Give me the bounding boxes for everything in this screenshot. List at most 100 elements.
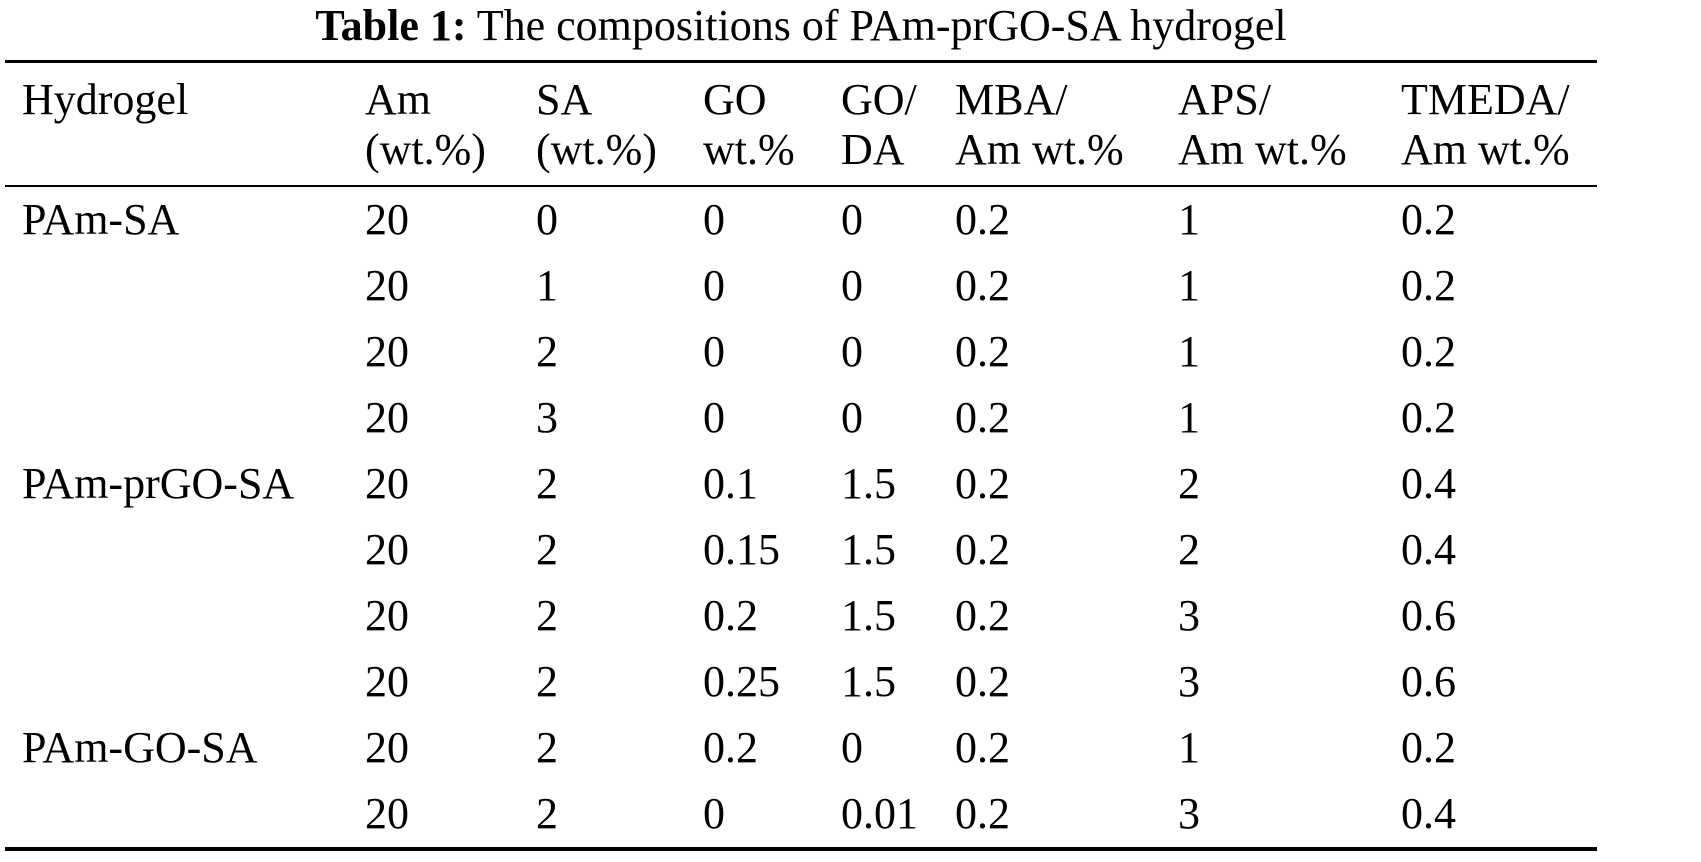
table-cell: 20	[365, 789, 409, 838]
table-row: PAm-GO-SA 20 2 0.2 0 0.2 1 0.2	[5, 715, 1597, 781]
header-line2: (wt.%)	[365, 125, 486, 174]
table-cell: 1	[1178, 327, 1200, 376]
table-cell: 1	[1178, 261, 1200, 310]
table-cell: 0.2	[955, 459, 1010, 508]
table-cell: 0.2	[955, 261, 1010, 310]
table-cell: 1.5	[841, 459, 896, 508]
hydrogel-name-cell	[5, 385, 365, 451]
table-row: 20 2 0.2 1.5 0.2 3 0.6	[5, 583, 1597, 649]
table-cell: 0.2	[1401, 393, 1456, 442]
table-cell: 20	[365, 591, 409, 640]
table-cell: 20	[365, 459, 409, 508]
table-cell: 0.2	[1401, 261, 1456, 310]
table-cell: 0.2	[955, 591, 1010, 640]
compositions-table-container: Hydrogel Am (wt.%) SA (wt.%) GO wt.%	[5, 60, 1597, 851]
table-cell: 0.4	[1401, 459, 1456, 508]
compositions-table: Hydrogel Am (wt.%) SA (wt.%) GO wt.%	[5, 60, 1597, 851]
table-cell: 2	[536, 525, 558, 574]
table-cell: 0.15	[703, 525, 780, 574]
table-cell: 20	[365, 525, 409, 574]
table-row: 20 2 0.15 1.5 0.2 2 0.4	[5, 517, 1597, 583]
table-cell: 0	[703, 789, 725, 838]
hydrogel-name-cell	[5, 781, 365, 849]
header-line1: GO	[703, 75, 767, 124]
table-cell: 3	[536, 393, 558, 442]
header-line2: Am wt.%	[1178, 125, 1347, 174]
table-cell: 3	[1178, 591, 1200, 640]
hydrogel-name-cell	[5, 649, 365, 715]
table-cell: 0.2	[1401, 327, 1456, 376]
table-cell: 2	[536, 591, 558, 640]
table-cell: 0.2	[955, 195, 1010, 244]
header-row: Hydrogel Am (wt.%) SA (wt.%) GO wt.%	[5, 61, 1597, 187]
table-cell: 1.5	[841, 591, 896, 640]
header-line1: APS/	[1178, 75, 1271, 124]
table-row: 20 3 0 0 0.2 1 0.2	[5, 385, 1597, 451]
table-cell: 0.1	[703, 459, 758, 508]
hydrogel-name-cell	[5, 517, 365, 583]
column-header-aps-am: APS/ Am wt.%	[1178, 61, 1401, 187]
header-line2: DA	[841, 125, 905, 174]
table-cell: 0.6	[1401, 657, 1456, 706]
table-cell: 2	[1178, 459, 1200, 508]
hydrogel-name-cell	[5, 319, 365, 385]
table-cell: 0	[841, 261, 863, 310]
table-cell: 1	[1178, 393, 1200, 442]
header-line1: MBA/	[955, 75, 1068, 124]
table-row: PAm-SA 20 0 0 0 0.2 1 0.2	[5, 186, 1597, 253]
table-cell: 20	[365, 723, 409, 772]
table-cell: 0.4	[1401, 789, 1456, 838]
column-header-go-da: GO/ DA	[841, 61, 955, 187]
table-cell: 3	[1178, 789, 1200, 838]
header-line1: Am	[365, 75, 431, 124]
table-cell: 0.2	[1401, 723, 1456, 772]
hydrogel-name-cell: PAm-GO-SA	[22, 723, 258, 772]
table-cell: 0.4	[1401, 525, 1456, 574]
header-line1: TMEDA/	[1401, 75, 1570, 124]
table-cell: 0.01	[841, 789, 918, 838]
table-cell: 2	[536, 723, 558, 772]
table-cell: 0.2	[703, 723, 758, 772]
table-cell: 1.5	[841, 657, 896, 706]
table-cell: 2	[536, 657, 558, 706]
column-header-tmeda-am: TMEDA/ Am wt.%	[1401, 61, 1597, 187]
table-cell: 0	[703, 327, 725, 376]
table-cell: 20	[365, 195, 409, 244]
table-row: 20 2 0.25 1.5 0.2 3 0.6	[5, 649, 1597, 715]
table-cell: 0.2	[955, 327, 1010, 376]
table-cell: 20	[365, 657, 409, 706]
table-cell: 0	[536, 195, 558, 244]
header-line2: wt.%	[703, 125, 795, 174]
column-header-hydrogel: Hydrogel	[5, 61, 365, 187]
hydrogel-name-cell	[5, 253, 365, 319]
table-caption-label: Table 1:	[315, 1, 467, 50]
table-cell: 0.25	[703, 657, 780, 706]
table-cell: 0.6	[1401, 591, 1456, 640]
table-cell: 2	[536, 327, 558, 376]
table-cell: 1	[1178, 195, 1200, 244]
hydrogel-name-cell	[5, 583, 365, 649]
table-row: PAm-prGO-SA 20 2 0.1 1.5 0.2 2 0.4	[5, 451, 1597, 517]
table-cell: 20	[365, 327, 409, 376]
column-header-mba-am: MBA/ Am wt.%	[955, 61, 1178, 187]
table-cell: 0	[703, 393, 725, 442]
table-cell: 0.2	[703, 591, 758, 640]
table-cell: 0.2	[955, 723, 1010, 772]
table-cell: 0.2	[955, 789, 1010, 838]
table-cell: 0	[841, 195, 863, 244]
table-cell: 20	[365, 261, 409, 310]
table-cell: 0.2	[955, 393, 1010, 442]
table-cell: 1	[536, 261, 558, 310]
table-cell: 0	[703, 261, 725, 310]
table-row: 20 2 0 0.01 0.2 3 0.4	[5, 781, 1597, 849]
header-line1: Hydrogel	[22, 75, 189, 124]
table-cell: 0.2	[955, 525, 1010, 574]
table-cell: 0	[841, 393, 863, 442]
table-cell: 3	[1178, 657, 1200, 706]
table-cell: 0.2	[1401, 195, 1456, 244]
table-cell: 0	[841, 327, 863, 376]
header-line2: (wt.%)	[536, 125, 657, 174]
column-header-go: GO wt.%	[703, 61, 841, 187]
header-line2: Am wt.%	[955, 125, 1124, 174]
